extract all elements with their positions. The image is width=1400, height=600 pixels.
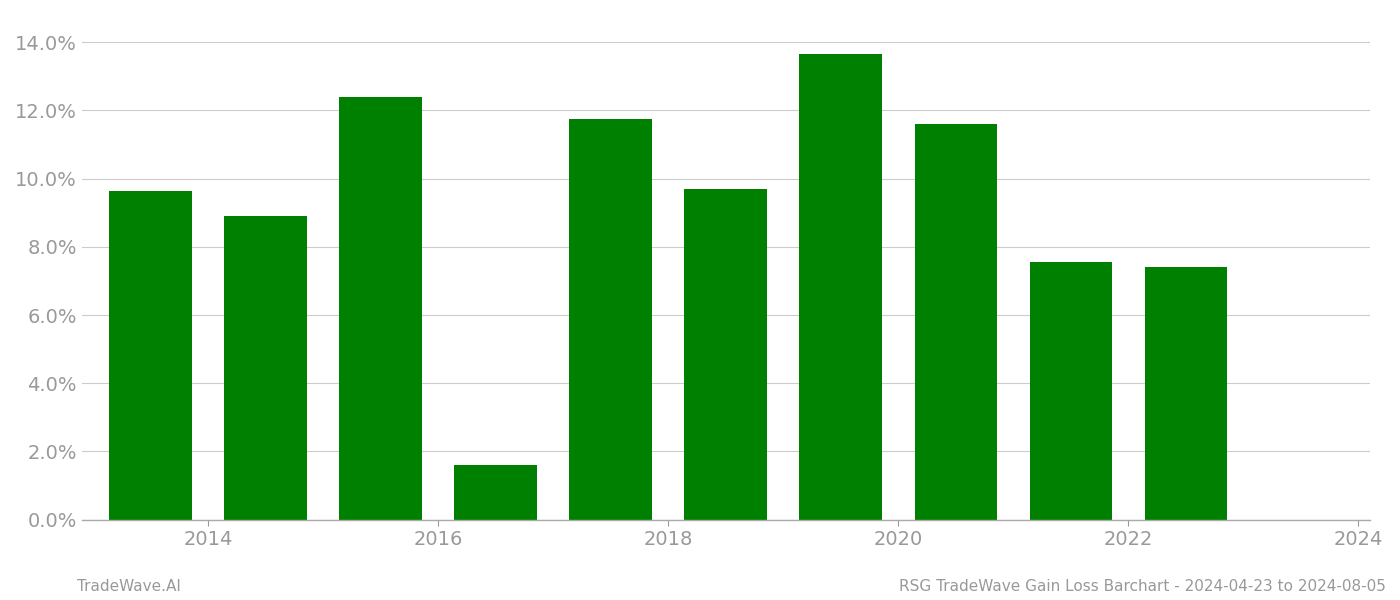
Bar — [570, 119, 652, 520]
Bar — [455, 465, 538, 520]
Bar — [1029, 262, 1113, 520]
Bar — [339, 97, 423, 520]
Text: RSG TradeWave Gain Loss Barchart - 2024-04-23 to 2024-08-05: RSG TradeWave Gain Loss Barchart - 2024-… — [899, 579, 1386, 594]
Bar — [109, 191, 192, 520]
Bar — [914, 124, 997, 520]
Bar — [1145, 267, 1228, 520]
Bar — [224, 216, 307, 520]
Text: TradeWave.AI: TradeWave.AI — [77, 579, 181, 594]
Bar — [685, 189, 767, 520]
Bar — [799, 54, 882, 520]
